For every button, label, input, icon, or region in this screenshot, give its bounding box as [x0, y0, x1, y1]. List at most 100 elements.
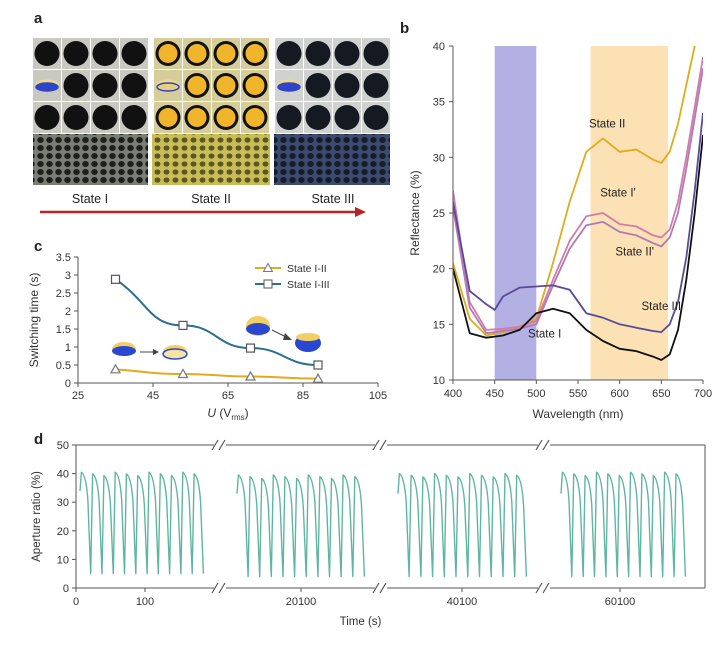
cell-droplet	[34, 41, 60, 66]
y-tick-label: 10	[433, 375, 445, 387]
cell-droplet	[363, 105, 389, 130]
droplet-inset-core	[162, 348, 188, 360]
cell-droplet-core	[187, 76, 207, 95]
x-tick-label: 400	[444, 388, 462, 400]
axis-break-mark	[535, 439, 543, 451]
x-tick-label: 20100	[286, 596, 317, 608]
axis-break-mark	[211, 582, 219, 594]
series-line-1	[453, 56, 703, 331]
cell-droplet	[276, 41, 302, 66]
aperture-trace-3	[560, 471, 687, 578]
cell-droplet	[63, 41, 89, 66]
y-tick-label: 3.5	[56, 252, 71, 264]
arrow-right-icon	[283, 333, 292, 340]
cell-droplet	[305, 41, 331, 66]
cell-droplet	[121, 105, 147, 130]
axis-break-mark	[211, 439, 219, 451]
y-tick-label: 10	[57, 554, 69, 566]
panel-a-photos: State I State II State III	[33, 38, 390, 217]
legend-label-0: State I-II	[287, 263, 327, 275]
y-tick-label: 40	[433, 41, 445, 53]
panel-b-letter: b	[400, 20, 410, 37]
data-point	[313, 360, 323, 370]
y-axis-label: Aperture ratio (%)	[31, 471, 43, 562]
droplet-inset-core	[112, 346, 136, 356]
state-iii-cell-grid	[275, 38, 390, 133]
cell-droplet-core	[158, 44, 178, 63]
axis-break-mark	[372, 439, 380, 451]
y-tick-label: 20	[57, 526, 69, 538]
y-tick-label: 30	[57, 497, 69, 509]
cell-droplet	[63, 73, 89, 98]
y-tick-label: 1	[65, 342, 71, 354]
series-line-0	[453, 46, 696, 337]
cell-droplet-core	[245, 76, 265, 95]
data-point	[244, 370, 257, 381]
series-label: State II	[589, 118, 625, 130]
legend-label-1: State I-III	[287, 279, 330, 291]
x-tick-label: 0	[73, 596, 79, 608]
x-tick-label: 45	[147, 390, 159, 402]
x-tick-label: 550	[569, 388, 587, 400]
axis-break-mark	[379, 582, 387, 594]
droplet-side-core	[35, 82, 59, 92]
x-axis-label: Wavelength (nm)	[533, 407, 624, 421]
y-tick-label: 50	[57, 440, 69, 452]
panel-c-letter: c	[34, 238, 43, 255]
y-tick-label: 35	[433, 97, 445, 109]
axis-break-mark	[379, 439, 387, 451]
y-tick-label: 25	[433, 208, 445, 220]
series-label: State I	[528, 329, 561, 341]
x-tick-label: 105	[369, 390, 387, 402]
axis-break-mark	[372, 582, 380, 594]
aperture-trace-1	[236, 474, 366, 578]
x-axis-label: Time (s)	[340, 616, 382, 628]
state-iii-label: State III	[311, 192, 354, 206]
axis-break-mark	[542, 582, 550, 594]
aperture-trace-2	[397, 472, 528, 578]
data-point	[245, 343, 256, 353]
arrow-right-icon	[153, 349, 159, 355]
series-group	[453, 46, 703, 361]
cell-droplet	[334, 73, 360, 98]
y-tick-label: 0	[63, 583, 69, 595]
series-label: State II'	[615, 246, 654, 258]
y-tick-label: 30	[433, 152, 445, 164]
data-point	[312, 372, 324, 383]
cell-droplet-core	[187, 108, 207, 127]
cell-droplet-core	[216, 44, 236, 63]
series-line-3	[453, 112, 703, 334]
cell-droplet-core	[158, 108, 178, 127]
series-line-2	[453, 68, 703, 335]
cell-droplet-core	[187, 44, 207, 63]
cell-droplet	[276, 105, 302, 130]
legend-marker	[263, 279, 273, 289]
y-tick-label: 20	[433, 264, 445, 276]
cell-droplet	[63, 105, 89, 130]
cell-droplet-core	[245, 44, 265, 63]
x-tick-label: 450	[485, 388, 503, 400]
state-i-iii-inset	[246, 316, 321, 352]
droplet-inset-core	[246, 323, 270, 335]
cell-droplet	[334, 105, 360, 130]
data-point	[177, 368, 189, 379]
x-tick-label: 25	[72, 390, 84, 402]
highlight-band-0	[494, 46, 537, 380]
cell-droplet	[92, 105, 118, 130]
y-axis-label: Reflectance (%)	[408, 170, 422, 255]
y-tick-label: 1.5	[56, 324, 71, 336]
cell-droplet	[92, 41, 118, 66]
state-i-label: State I	[72, 192, 108, 206]
data-point	[110, 274, 121, 284]
x-tick-label: 85	[297, 390, 309, 402]
cell-droplet-core	[245, 108, 265, 127]
cell-droplet	[121, 73, 147, 98]
series-label: State I'	[600, 187, 635, 199]
y-tick-label: 2	[65, 306, 71, 318]
y-tick-label: 0.5	[56, 360, 71, 372]
data-point	[109, 363, 122, 374]
y-tick-label: 3	[65, 270, 71, 282]
y-tick-label: 0	[65, 378, 71, 390]
